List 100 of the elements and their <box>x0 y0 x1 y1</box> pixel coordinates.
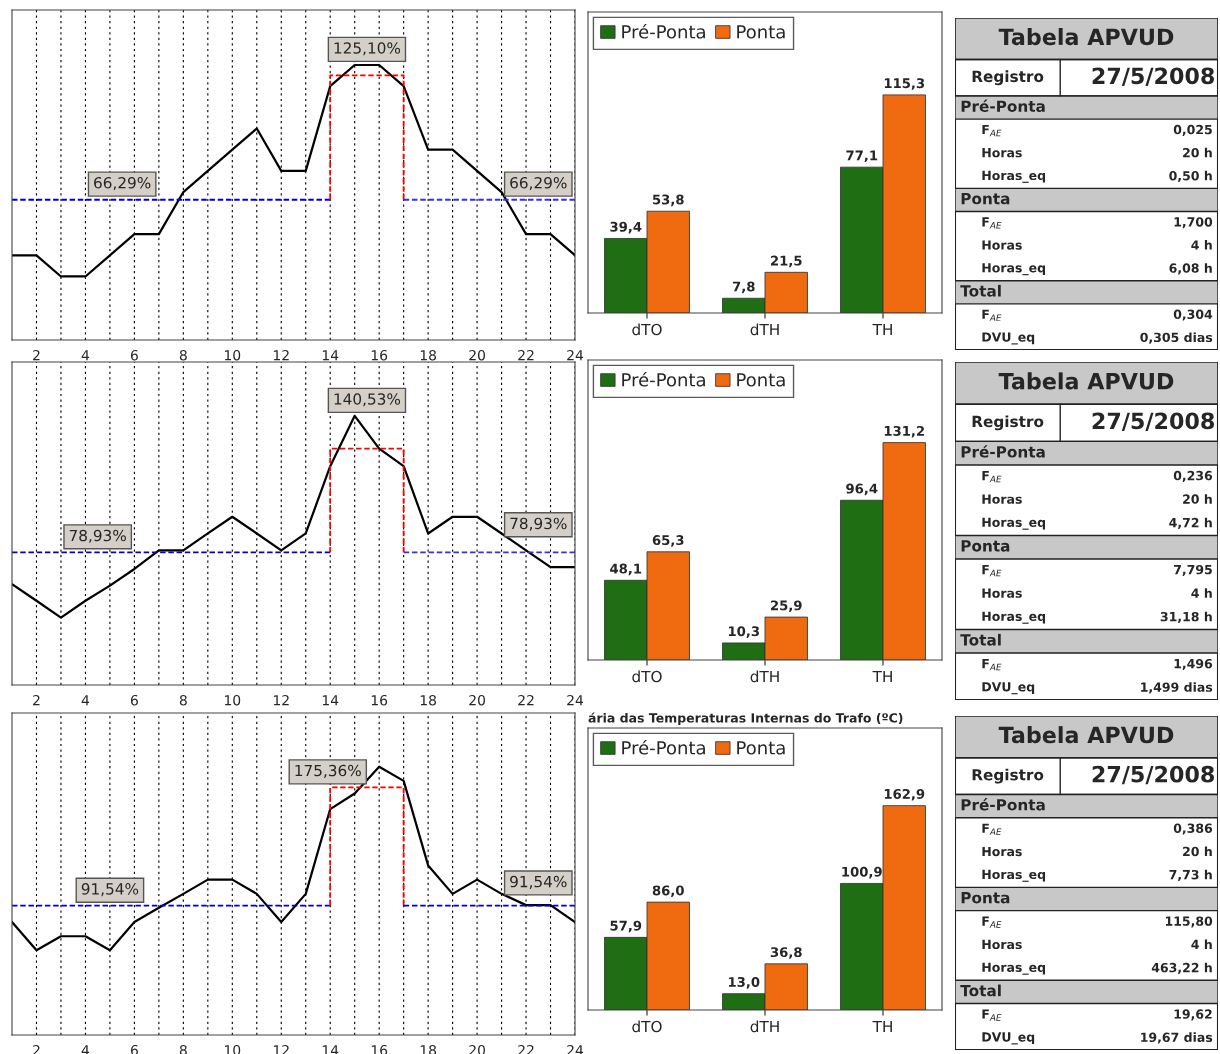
text: 20 h <box>1183 494 1212 504</box>
text: Horas <box>982 148 1022 158</box>
text: Ponta <box>961 193 1010 205</box>
text: 19,67 dias <box>1141 1032 1213 1044</box>
data-label: 7,8 <box>732 281 755 294</box>
data-label: 96,4 <box>846 483 878 496</box>
data-label: 86,0 <box>652 885 684 898</box>
text: 0,50 h <box>1169 170 1212 183</box>
text: Registro <box>972 70 1044 86</box>
text: 1,499 dias <box>1141 682 1213 694</box>
data-label: 53,8 <box>652 194 684 207</box>
data-label: 21,5 <box>771 255 802 268</box>
data-label: 39,4 <box>610 221 642 234</box>
text: Tabela APVUD <box>998 372 1174 390</box>
annotation: 140,53% <box>334 393 401 407</box>
text: 0,025 <box>1173 124 1212 136</box>
text: 27/5/2008 <box>1092 67 1214 86</box>
x-tick-label: dTH <box>750 670 779 683</box>
text: Pré-Ponta <box>961 798 1045 811</box>
annotation: 66,29% <box>94 176 151 191</box>
text: Ponta <box>961 892 1010 904</box>
text: Total <box>960 633 1001 646</box>
text: Total <box>960 284 1001 297</box>
text: Horas_eq <box>982 263 1046 276</box>
text: F$_{AE}$ <box>982 309 1002 321</box>
x-tick-label: 8 <box>179 694 187 706</box>
x-tick-label: 20 <box>469 694 485 706</box>
data-label: 131,2 <box>884 425 924 438</box>
legend-label: Ponta <box>737 25 785 39</box>
text: F$_{AE}$ <box>982 124 1002 137</box>
text: 0,386 <box>1173 823 1213 835</box>
text: Horas_eq <box>982 517 1046 530</box>
text: 27/5/2008 <box>1092 765 1214 785</box>
text: Horas_eq <box>982 962 1046 975</box>
x-tick-label: 16 <box>371 349 388 361</box>
text: F$_{AE}$ <box>982 916 1002 928</box>
text: 463,22 h <box>1151 962 1212 974</box>
text: F$_{AE}$ <box>982 1009 1002 1021</box>
x-tick-label: 12 <box>273 349 289 361</box>
text: 4 h <box>1191 939 1212 949</box>
x-tick-label: 4 <box>81 350 90 361</box>
data-label: 10,3 <box>728 626 759 638</box>
text: Horas_eq <box>982 611 1046 624</box>
annotation: 66,29% <box>510 176 567 191</box>
text: DVU_eq <box>982 1032 1035 1045</box>
x-tick-label: TH <box>872 670 892 683</box>
text: Horas <box>982 240 1022 250</box>
data-label: 162,9 <box>884 788 925 801</box>
text: 27/5/2008 <box>1092 412 1214 432</box>
x-tick-label: 18 <box>420 349 437 361</box>
x-tick-label: 6 <box>130 349 138 361</box>
text: 0,236 <box>1173 470 1213 482</box>
data-label: 13,0 <box>728 976 760 989</box>
x-tick-label: 24 <box>567 349 584 361</box>
x-tick-label: TH <box>872 323 892 336</box>
text: 4,72 h <box>1169 517 1212 529</box>
annotation: 78,93% <box>69 529 126 543</box>
text: Horas <box>982 588 1022 598</box>
data-label: 36,8 <box>770 947 802 959</box>
legend-label: Pré-Ponta <box>622 23 705 39</box>
x-tick-label: dTH <box>750 1020 779 1033</box>
data-label: 65,3 <box>652 535 684 547</box>
legend-label: Pré-Ponta <box>622 739 705 755</box>
text: Total <box>960 984 1001 997</box>
x-tick-label: 24 <box>567 694 584 706</box>
annotation: 125,10% <box>334 42 401 56</box>
x-tick-label: 22 <box>518 349 534 361</box>
text: 20 h <box>1183 147 1212 158</box>
x-tick-label: 2 <box>33 694 40 706</box>
text: Tabela APVUD <box>998 28 1174 46</box>
text: 115,80 <box>1165 916 1213 928</box>
legend-label: Ponta <box>737 373 785 387</box>
data-label: 115,3 <box>884 78 925 90</box>
annotation: 91,54% <box>510 875 567 889</box>
text: DVU_eq <box>982 332 1035 345</box>
legend-label: Ponta <box>737 741 785 755</box>
text: Tabela APVUD <box>998 726 1174 744</box>
text: 20 h <box>1183 846 1212 857</box>
text: 31,18 h <box>1160 611 1212 623</box>
text: 19,62 <box>1174 1009 1212 1021</box>
data-label: 25,9 <box>771 600 802 613</box>
annotation: 175,36% <box>295 764 361 778</box>
text: F$_{AE}$ <box>982 823 1002 835</box>
text: Horas <box>982 846 1022 857</box>
text: F$_{AE}$ <box>982 565 1002 577</box>
x-tick-label: 12 <box>273 694 289 706</box>
x-tick-label: dTO <box>632 670 662 683</box>
data-label: 57,9 <box>610 920 642 933</box>
text: 7,795 <box>1174 564 1212 576</box>
x-tick-label: 22 <box>518 694 534 706</box>
x-tick-label: dTO <box>632 323 662 336</box>
x-tick-label: 2 <box>33 349 40 361</box>
x-tick-label: 18 <box>420 694 437 706</box>
text: Horas_eq <box>982 170 1046 183</box>
data-label: 48,1 <box>610 563 642 576</box>
annotation: 78,93% <box>510 517 567 531</box>
x-tick-label: 10 <box>224 694 241 706</box>
text: Horas <box>982 494 1022 504</box>
data-label: 100,9 <box>842 866 882 879</box>
x-tick-label: 16 <box>371 694 388 706</box>
